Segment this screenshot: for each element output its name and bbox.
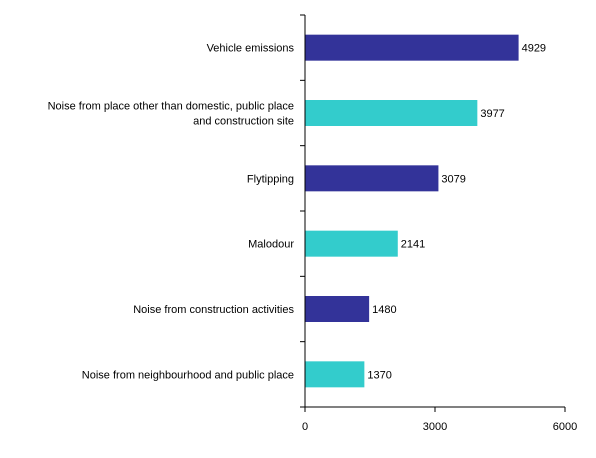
value-labels-layer: 4929 3977 3079 2141 1480 1370 <box>367 43 546 382</box>
category-label: Noise from place other than domestic, pu… <box>48 101 294 113</box>
category-label: and construction site <box>193 116 294 128</box>
category-label: Flytipping <box>247 173 294 185</box>
x-tick-label: 3000 <box>423 421 447 433</box>
category-labels-layer: Vehicle emissions Noise from place other … <box>48 43 295 382</box>
x-tick-label: 0 <box>302 421 308 433</box>
data-label: 1480 <box>372 304 396 316</box>
category-label: Vehicle emissions <box>207 43 295 55</box>
data-label: 3079 <box>441 173 465 185</box>
axes-layer: 0 3000 6000 <box>300 14 577 433</box>
bar <box>305 230 398 257</box>
category-label: Malodour <box>248 239 294 251</box>
bar <box>305 165 439 192</box>
bar <box>305 361 365 388</box>
category-label: Noise from construction activities <box>133 304 294 316</box>
bars-layer <box>305 34 519 388</box>
data-label: 2141 <box>401 239 425 251</box>
data-label: 3977 <box>480 108 504 120</box>
x-tick-label: 6000 <box>553 421 577 433</box>
bar <box>305 100 478 126</box>
data-label: 1370 <box>367 369 391 381</box>
bar <box>305 296 370 322</box>
data-label: 4929 <box>522 43 546 55</box>
category-label: Noise from neighbourhood and public plac… <box>82 369 294 381</box>
bar <box>305 34 519 61</box>
